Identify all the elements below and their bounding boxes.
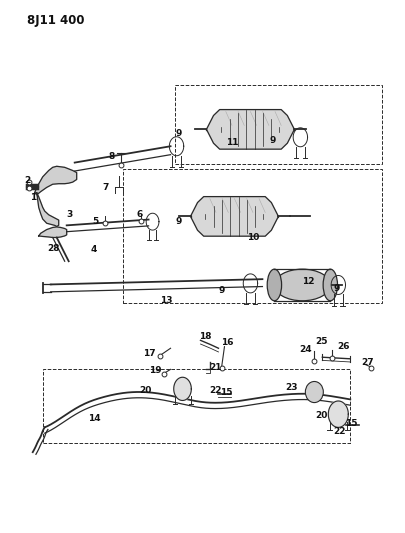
Ellipse shape bbox=[323, 269, 337, 301]
Text: 25: 25 bbox=[315, 337, 328, 346]
Polygon shape bbox=[190, 197, 278, 236]
Text: 9: 9 bbox=[218, 286, 225, 295]
Text: 1: 1 bbox=[30, 193, 36, 203]
Text: 22: 22 bbox=[333, 426, 345, 435]
Polygon shape bbox=[174, 377, 191, 400]
Text: 12: 12 bbox=[302, 277, 315, 286]
Text: 20: 20 bbox=[315, 411, 328, 420]
Bar bbox=[43, 369, 350, 443]
Text: 9: 9 bbox=[175, 217, 182, 226]
Text: 4: 4 bbox=[91, 245, 97, 254]
Text: 23: 23 bbox=[285, 383, 297, 392]
Polygon shape bbox=[35, 166, 77, 195]
Text: 21: 21 bbox=[209, 364, 222, 372]
Text: 18: 18 bbox=[199, 332, 212, 341]
Text: 28: 28 bbox=[48, 244, 60, 253]
Text: 2: 2 bbox=[24, 176, 31, 185]
Text: 8J11 400: 8J11 400 bbox=[27, 14, 84, 27]
Text: 14: 14 bbox=[87, 414, 100, 423]
Text: 26: 26 bbox=[337, 342, 350, 351]
Text: 10: 10 bbox=[247, 233, 260, 242]
Bar bbox=[123, 169, 382, 303]
Text: 9: 9 bbox=[269, 136, 275, 146]
Text: 5: 5 bbox=[92, 217, 98, 226]
Text: 20: 20 bbox=[140, 386, 152, 395]
Text: 19: 19 bbox=[149, 366, 162, 375]
Bar bbox=[175, 85, 382, 164]
Text: 15: 15 bbox=[345, 419, 357, 428]
Text: 3: 3 bbox=[67, 211, 73, 219]
Polygon shape bbox=[328, 401, 348, 427]
Text: 7: 7 bbox=[102, 183, 109, 192]
Polygon shape bbox=[37, 192, 59, 227]
Ellipse shape bbox=[275, 269, 330, 301]
Ellipse shape bbox=[267, 269, 281, 301]
Polygon shape bbox=[207, 110, 294, 149]
Text: 9: 9 bbox=[175, 129, 182, 138]
Text: 15: 15 bbox=[220, 387, 233, 397]
Text: 13: 13 bbox=[160, 296, 173, 305]
Text: 6: 6 bbox=[136, 211, 143, 219]
Text: 9: 9 bbox=[333, 284, 339, 293]
Text: 22: 22 bbox=[209, 386, 222, 395]
Text: 24: 24 bbox=[299, 345, 312, 354]
Text: 17: 17 bbox=[143, 349, 156, 358]
Polygon shape bbox=[39, 227, 67, 238]
Ellipse shape bbox=[305, 382, 323, 402]
Text: 16: 16 bbox=[221, 338, 234, 347]
Text: 8: 8 bbox=[108, 152, 115, 161]
Text: 11: 11 bbox=[226, 138, 239, 147]
Text: 27: 27 bbox=[361, 358, 373, 367]
